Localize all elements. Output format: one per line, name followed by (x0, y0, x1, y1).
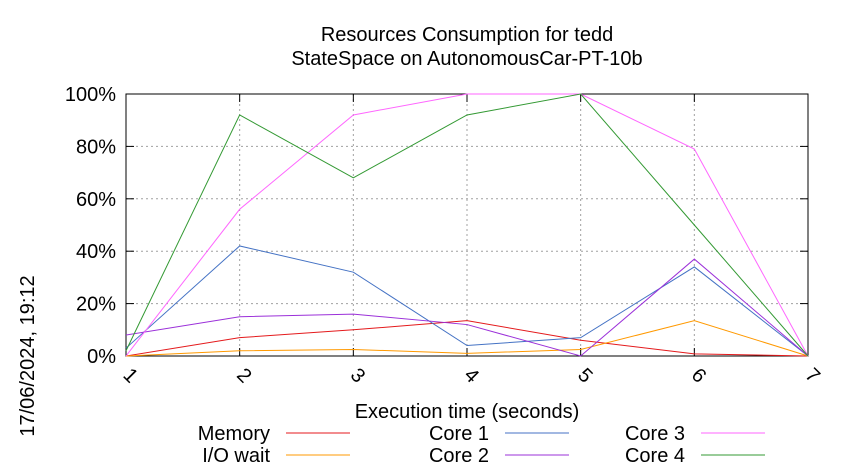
legend-label: Core 4 (625, 445, 685, 467)
x-tick-label: 1 (119, 364, 142, 387)
legend-label: Core 2 (429, 445, 489, 467)
x-tick-label: 5 (573, 364, 596, 387)
series-line (125, 258, 809, 357)
y-tick-label: 80% (76, 136, 116, 158)
x-tick-label: 2 (232, 364, 255, 387)
x-axis-label: Execution time (seconds) (355, 401, 580, 423)
grid-lines (126, 94, 808, 356)
timestamp-label: 17/06/2024, 19:12 (17, 275, 39, 436)
axes: 0% 20% 40% 60% 80% 100% 1 2 3 4 5 6 7 (65, 84, 824, 387)
legend-label: Core 3 (625, 423, 685, 445)
series-line (125, 320, 809, 357)
y-tick-label: 0% (87, 346, 116, 368)
x-tick-label: 4 (460, 364, 483, 387)
x-tick-label: 3 (346, 364, 369, 387)
x-tick-label: 6 (687, 364, 710, 387)
series-line (125, 245, 809, 357)
legend-label: Memory (198, 423, 270, 445)
legend-label: I/O wait (202, 445, 270, 467)
y-tick-label: 20% (76, 294, 116, 316)
y-tick-label: 40% (76, 241, 116, 263)
legend-label: Core 1 (429, 423, 489, 445)
x-tick-label: 7 (801, 364, 824, 387)
chart-subtitle: StateSpace on AutonomousCar-PT-10b (291, 48, 642, 70)
chart-title: Resources Consumption for tedd (321, 24, 613, 46)
series-lines (125, 93, 809, 357)
series-line (125, 93, 809, 357)
series-line (125, 320, 809, 357)
y-tick-label: 60% (76, 189, 116, 211)
y-tick-label: 100% (65, 84, 116, 106)
series-line (125, 93, 809, 357)
